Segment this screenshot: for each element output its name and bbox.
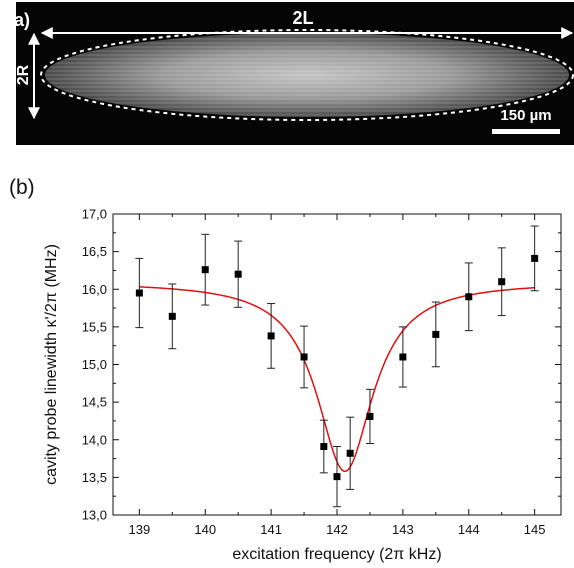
data-point: [432, 330, 440, 338]
data-point: [531, 254, 539, 262]
scale-bar-label: 150 µm: [500, 107, 551, 124]
radius-label: 2R: [16, 64, 32, 85]
data-point: [346, 449, 354, 457]
data-point: [168, 312, 176, 320]
y-tick-label: 13,5: [82, 470, 107, 485]
y-tick-label: 16,0: [82, 282, 107, 297]
data-point: [234, 270, 242, 278]
length-label: 2L: [292, 8, 313, 28]
crystal-outline: [40, 29, 574, 121]
data-point: [366, 412, 374, 420]
data-point: [465, 293, 473, 301]
x-axis-title: excitation frequency (2π kHz): [232, 546, 441, 563]
x-tick-label: 142: [326, 522, 348, 537]
ion-crystal-image: (a) 2L 2R 150 µm: [16, 8, 574, 134]
y-tick-label: 16,5: [82, 244, 107, 259]
data-point: [320, 443, 328, 451]
y-tick-label: 13,0: [82, 508, 107, 523]
x-tick-label: 143: [392, 522, 414, 537]
data-point: [498, 278, 506, 286]
x-tick-label: 145: [524, 522, 546, 537]
y-tick-label: 15,5: [82, 319, 107, 334]
x-tick-label: 144: [458, 522, 480, 537]
y-tick-label: 14,0: [82, 432, 107, 447]
y-tick-label: 14,5: [82, 395, 107, 410]
x-tick-label: 141: [260, 522, 282, 537]
x-tick-label: 140: [194, 522, 216, 537]
panel-b-label: (b): [9, 176, 35, 199]
panel-a-image: (a) 2L 2R 150 µm: [16, 2, 574, 145]
data-point: [267, 332, 275, 340]
data-point: [135, 289, 143, 297]
data-point: [399, 353, 407, 361]
data-point: [300, 353, 308, 361]
y-tick-label: 17,0: [82, 207, 107, 222]
x-tick-label: 139: [129, 522, 151, 537]
fit-curve: [139, 286, 535, 473]
data-point: [333, 473, 341, 481]
panel-a-label: (a): [16, 10, 30, 30]
y-tick-label: 15,0: [82, 357, 107, 372]
scale-bar: [492, 129, 560, 134]
ion-crystal-texture: [45, 33, 569, 117]
y-axis-title: cavity probe linewidth κ'/2π (MHz): [43, 244, 60, 485]
data-point: [201, 266, 209, 274]
